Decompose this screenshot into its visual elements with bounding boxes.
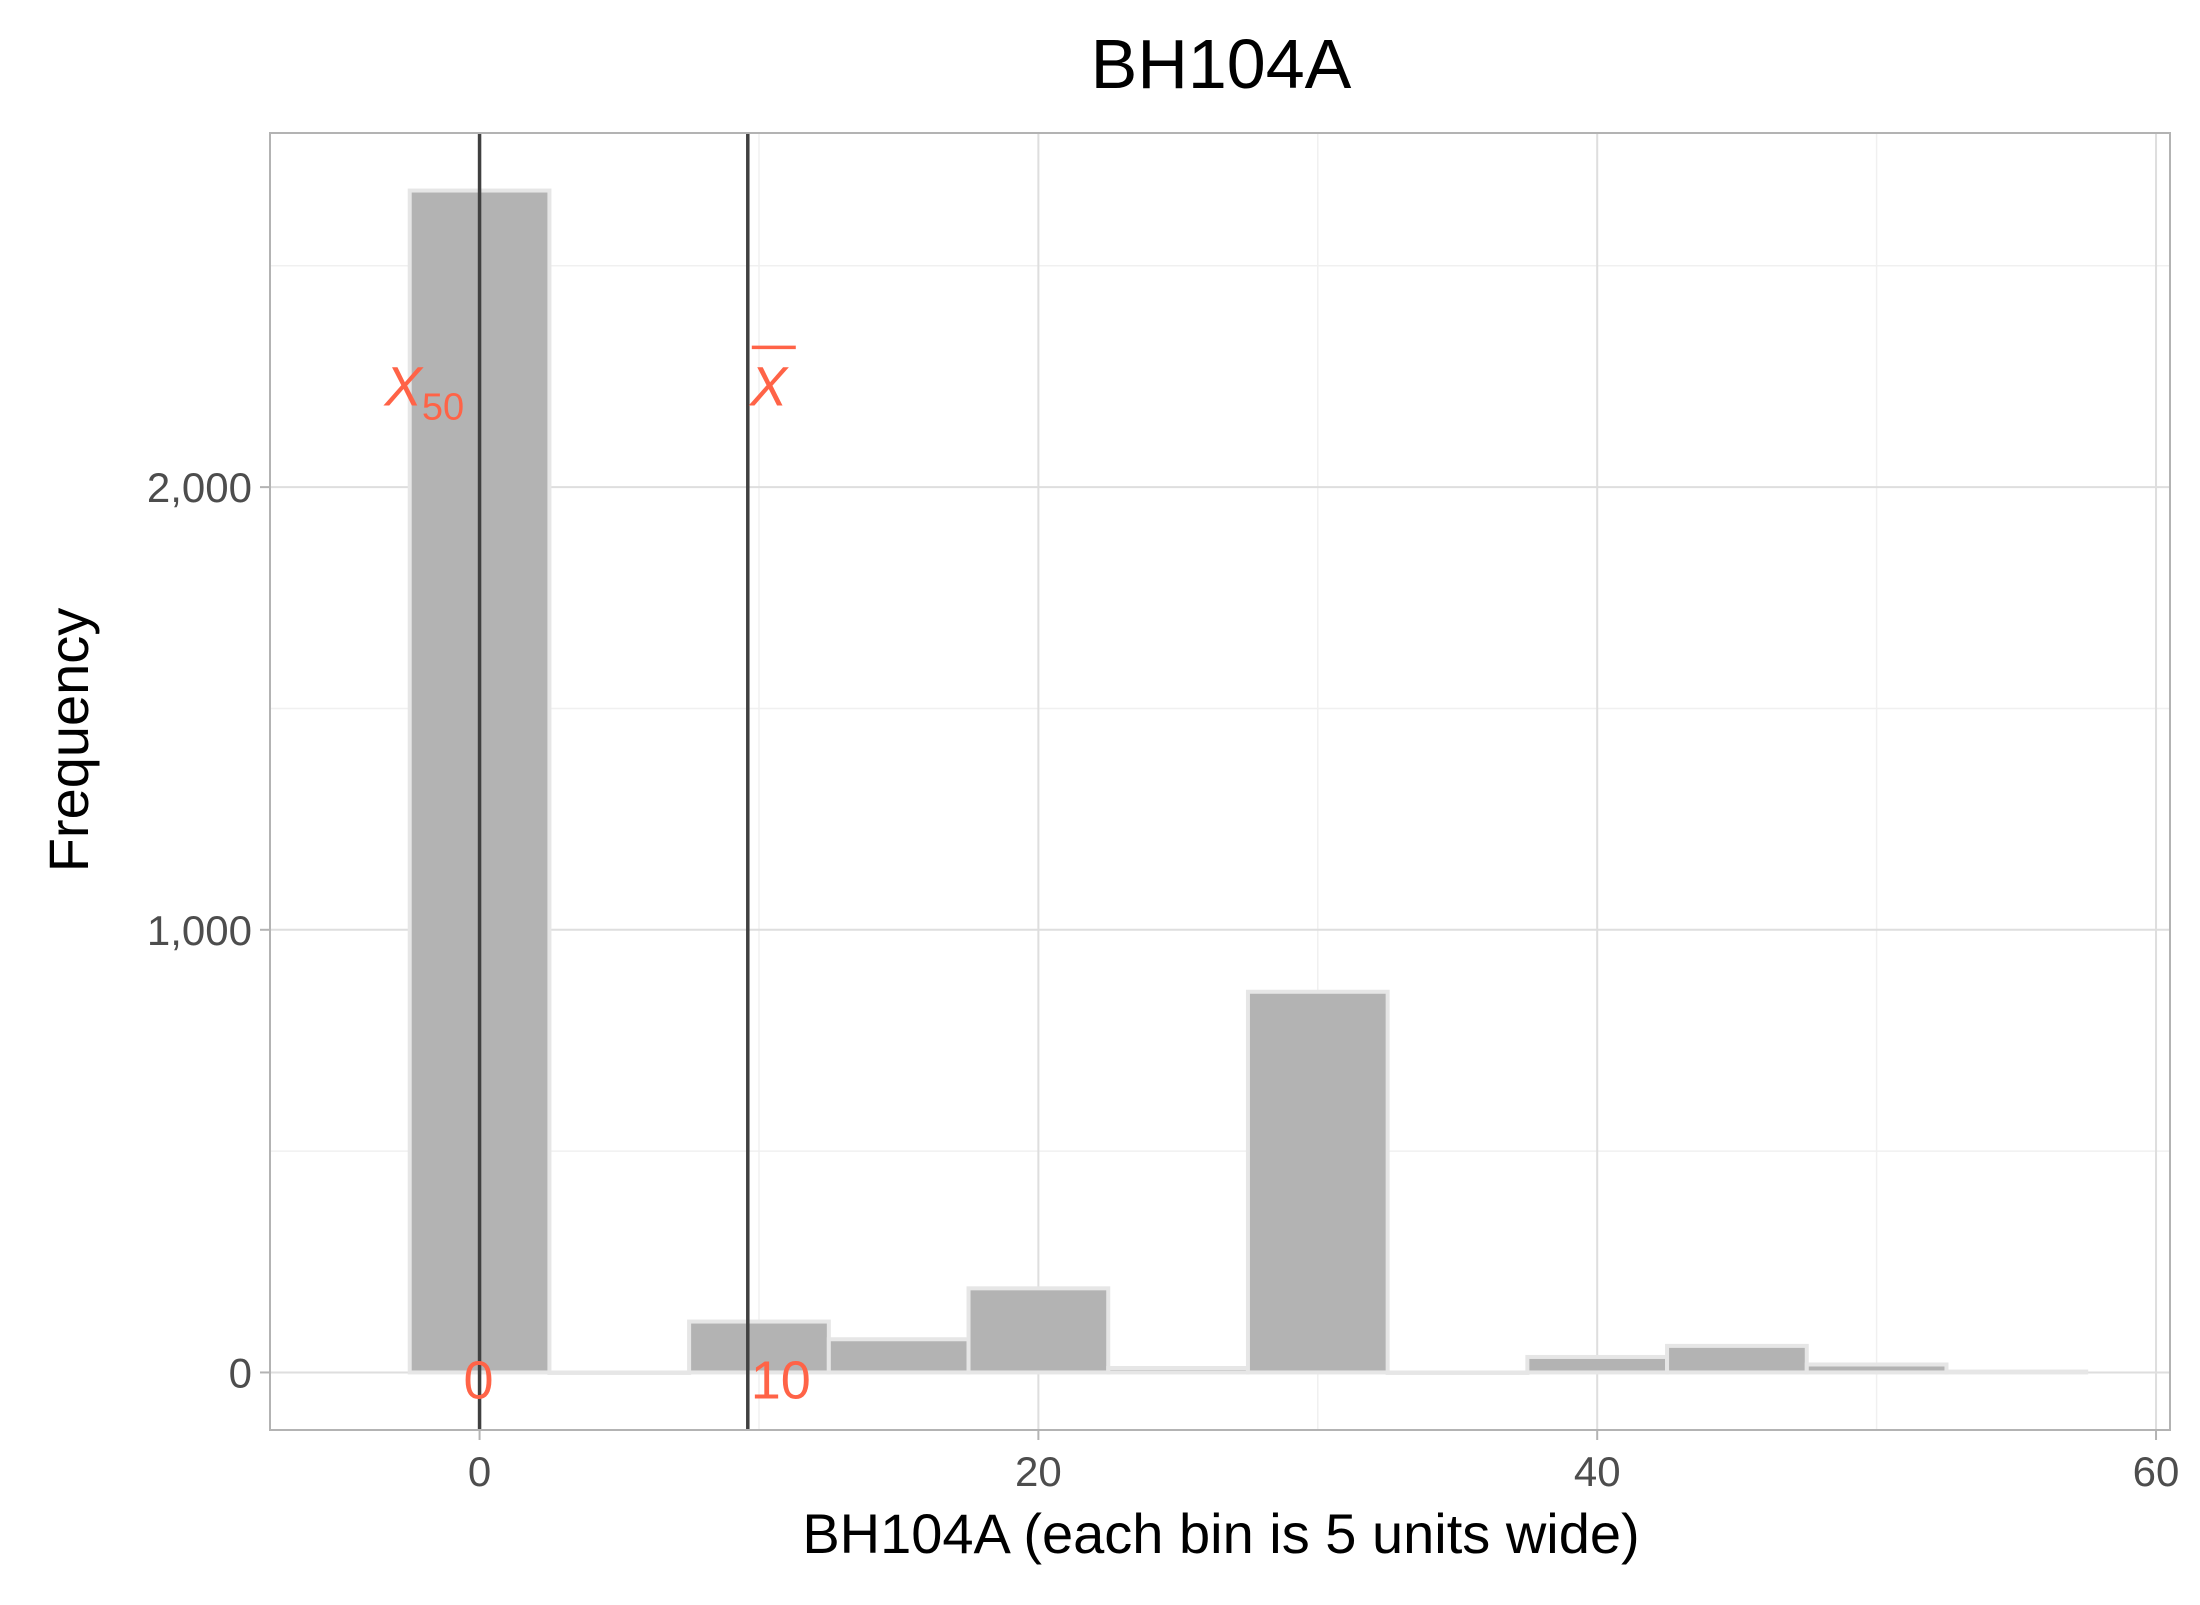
histogram-bar <box>687 1319 831 1375</box>
y-tick-label: 1,000 <box>147 907 252 954</box>
histogram-bar <box>547 1370 692 1375</box>
histogram-bar <box>1665 1343 1809 1375</box>
x-tick-label: 60 <box>2133 1448 2180 1495</box>
x-axis-title: BH104A (each bin is 5 units wide) <box>802 1502 1639 1565</box>
mean-symbol: X <box>748 354 790 417</box>
reference-lines <box>477 133 750 1430</box>
histogram-bar <box>966 1286 1111 1375</box>
reference-value-label: 0 <box>464 1350 494 1410</box>
x-tick-label: 40 <box>1574 1448 1621 1495</box>
histogram-bar <box>1106 1366 1250 1375</box>
chart-title: BH104A <box>1091 25 1352 103</box>
x-axis-ticks: 0 20 40 60 <box>468 1430 2180 1495</box>
histogram-bar <box>1804 1362 1949 1375</box>
y-tick-label: 2,000 <box>147 464 252 511</box>
y-tick-label: 0 <box>229 1349 252 1396</box>
reference-value-label: 10 <box>751 1350 811 1410</box>
histogram-bars <box>407 188 2089 1375</box>
histogram-bar <box>1944 1369 2089 1375</box>
histogram-bar <box>1385 1370 1530 1375</box>
y-axis-ticks: 0 1,000 2,000 <box>147 464 270 1396</box>
grid-lines <box>270 133 2170 1430</box>
y-axis-title: Frequency <box>37 608 100 873</box>
x-tick-label: 20 <box>1015 1448 1062 1495</box>
x-tick-label: 0 <box>468 1448 491 1495</box>
histogram-bar <box>1245 989 1390 1375</box>
panel-border <box>269 132 2171 1431</box>
histogram-bar <box>1525 1354 1670 1375</box>
histogram-bar <box>826 1337 971 1375</box>
